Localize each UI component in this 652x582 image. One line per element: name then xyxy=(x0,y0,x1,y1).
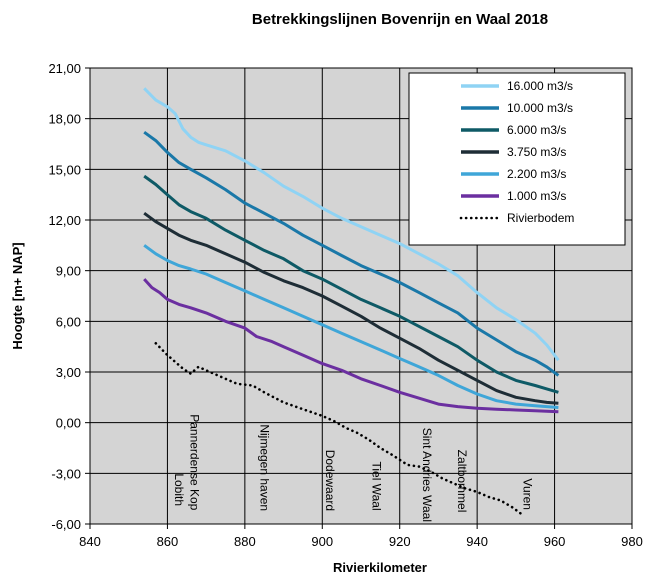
series-line xyxy=(143,244,559,409)
x-tick-label: 980 xyxy=(621,534,643,549)
location-labels: Lobith Pannerdense Kop Nijmegen haven Dodew… xyxy=(172,414,534,522)
x-tick-label: 840 xyxy=(79,534,101,549)
y-tick-label: 21,00 xyxy=(48,61,81,76)
y-tick-label: 15,00 xyxy=(48,162,81,177)
legend-label: 16.000 m3/s xyxy=(507,79,573,93)
location-label: Zaltbommel xyxy=(455,450,469,513)
y-tick-label: 3,00 xyxy=(56,365,81,380)
location-label: Tiel Waal xyxy=(370,462,384,511)
y-tick-label: 18,00 xyxy=(48,112,81,127)
legend-label: 10.000 m3/s xyxy=(507,101,573,115)
series-line xyxy=(154,341,525,517)
x-ticks: 840 860 880 900 920 940 960 980 xyxy=(79,524,643,549)
legend-label: 2.200 m3/s xyxy=(507,167,566,181)
x-tick-label: 940 xyxy=(466,534,488,549)
x-tick-label: 900 xyxy=(311,534,333,549)
x-tick-label: 880 xyxy=(234,534,256,549)
legend-label: 1.000 m3/s xyxy=(507,189,566,203)
legend-box xyxy=(408,72,626,246)
legend-label: Rivierbodem xyxy=(507,211,574,225)
x-axis-title: Rivierkilometer xyxy=(333,560,427,575)
y-ticks: -6,00 -3,00 0,00 3,00 6,00 9,00 12,00 15,00 18,0… xyxy=(48,61,90,532)
y-tick-label: 9,00 xyxy=(56,264,81,279)
y-tick-label: -3,00 xyxy=(51,466,81,481)
location-label: Pannerdense Kop xyxy=(188,414,202,510)
y-axis-title: Hoogte [m+ NAP] xyxy=(10,242,25,349)
y-tick-label: 12,00 xyxy=(48,213,81,228)
x-tick-label: 920 xyxy=(389,534,411,549)
location-label: Lobith xyxy=(172,473,186,506)
location-label: Sint Andries Waal xyxy=(420,428,434,522)
location-label: Vuren xyxy=(521,478,535,510)
legend-label: 6.000 m3/s xyxy=(507,123,566,137)
y-tick-label: -6,00 xyxy=(51,517,81,532)
location-label: Nijmegen haven xyxy=(257,424,271,511)
series-line xyxy=(143,87,560,362)
legend-label: 3.750 m3/s xyxy=(507,145,566,159)
location-label: Dodewaard xyxy=(323,450,337,511)
series-lines xyxy=(143,87,560,517)
y-tick-label: 0,00 xyxy=(56,416,81,431)
legend: 16.000 m3/s 10.000 m3/s 6.000 m3/s 3.750 m3… xyxy=(408,72,626,246)
x-tick-label: 860 xyxy=(157,534,179,549)
chart-title: Betrekkingslijnen Bovenrijn en Waal 2018 xyxy=(252,11,548,28)
y-tick-label: 6,00 xyxy=(56,314,81,329)
series-line xyxy=(143,130,560,377)
series-line xyxy=(143,278,559,414)
series-line xyxy=(143,211,559,405)
x-tick-label: 960 xyxy=(544,534,566,549)
series-line xyxy=(143,174,559,394)
